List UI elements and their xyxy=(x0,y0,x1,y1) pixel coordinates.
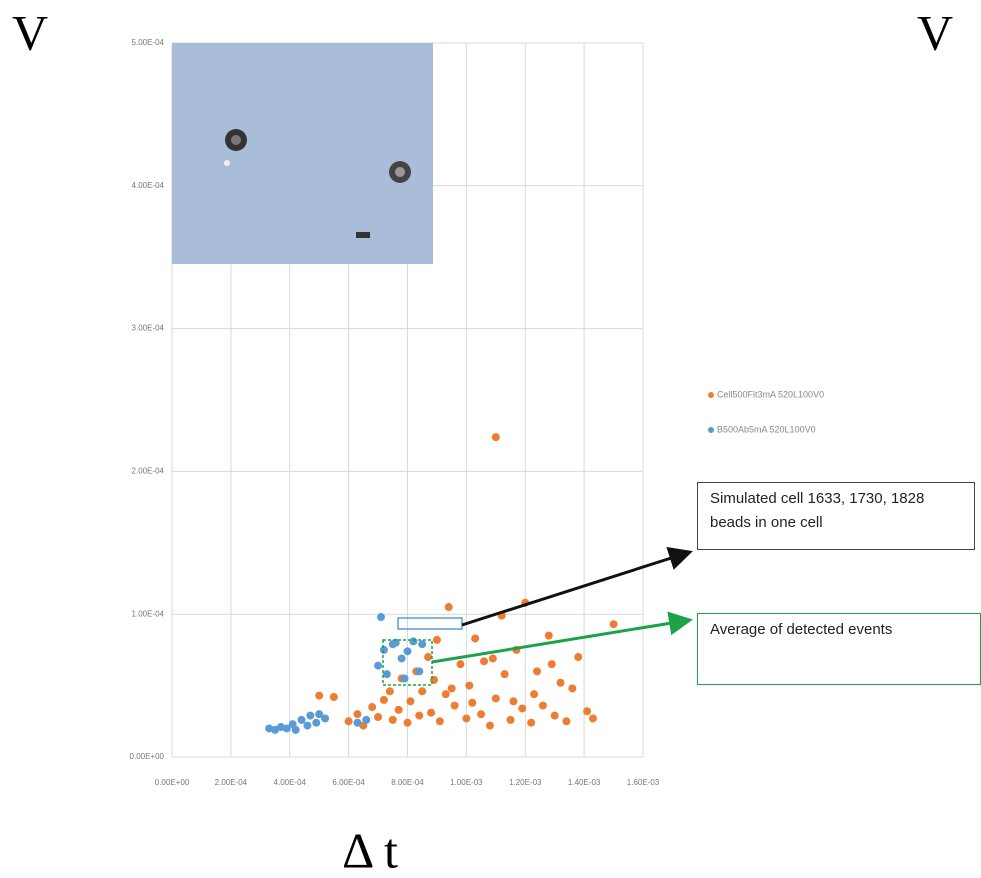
x-tick-label: 1.00E-03 xyxy=(450,778,483,787)
inset-photo xyxy=(172,43,433,264)
chart: V V Δ t 0.00E+00 1.00E-04 2.00E-04 3.00E-04… xyxy=(0,0,981,878)
point xyxy=(303,722,311,730)
axis-label: V xyxy=(12,4,48,60)
point xyxy=(415,712,423,720)
y-tick-label: 2.00E-04 xyxy=(132,467,165,476)
point xyxy=(345,717,353,725)
point xyxy=(574,653,582,661)
point xyxy=(427,709,435,717)
axis-label: V xyxy=(917,4,953,60)
point xyxy=(445,603,453,611)
point xyxy=(353,719,361,727)
point xyxy=(489,654,497,662)
point xyxy=(456,660,464,668)
point xyxy=(465,682,473,690)
point xyxy=(548,660,556,668)
point xyxy=(389,716,397,724)
point xyxy=(518,704,526,712)
point xyxy=(507,716,515,724)
x-tick-label: 4.00E-04 xyxy=(274,778,307,787)
legend-swatch xyxy=(708,392,714,398)
y-tick-label: 3.00E-04 xyxy=(132,324,165,333)
point xyxy=(589,714,597,722)
point xyxy=(386,687,394,695)
x-tick-label: 1.20E-03 xyxy=(509,778,542,787)
page: V V Δ t 0.00E+00 1.00E-04 2.00E-04 3.00E-04… xyxy=(0,0,981,878)
point xyxy=(406,697,414,705)
point xyxy=(492,433,500,441)
annotation: Simulated cell 1633, 1730, 1828 beads in… xyxy=(697,482,975,550)
point xyxy=(451,702,459,710)
point xyxy=(583,707,591,715)
point xyxy=(380,646,388,654)
point xyxy=(448,684,456,692)
point xyxy=(486,722,494,730)
x-tick-label: 6.00E-04 xyxy=(332,778,365,787)
point xyxy=(430,676,438,684)
point xyxy=(557,679,565,687)
x-tick-label: 2.00E-04 xyxy=(215,778,248,787)
x-axis-label: Δ t xyxy=(342,822,398,878)
arrow xyxy=(432,620,690,662)
legend-label: B500Ab5mA 520L100V0 xyxy=(717,424,816,434)
point xyxy=(292,726,300,734)
point xyxy=(374,662,382,670)
legend-label: Cell500Fit3mA 520L100V0 xyxy=(717,389,824,399)
x-tick-label: 1.40E-03 xyxy=(568,778,601,787)
point xyxy=(409,637,417,645)
legend-swatch xyxy=(708,427,714,433)
point xyxy=(321,714,329,722)
point xyxy=(471,634,479,642)
point xyxy=(383,670,391,678)
y-tick-label: 5.00E-04 xyxy=(132,38,165,47)
point xyxy=(395,706,403,714)
point xyxy=(462,714,470,722)
point xyxy=(418,640,426,648)
point xyxy=(551,712,559,720)
point xyxy=(568,684,576,692)
point xyxy=(509,697,517,705)
point xyxy=(368,703,376,711)
point xyxy=(374,713,382,721)
point xyxy=(377,613,385,621)
annotation: Average of detected events xyxy=(697,613,981,685)
point xyxy=(398,654,406,662)
point xyxy=(477,710,485,718)
point xyxy=(501,670,509,678)
point xyxy=(562,717,570,725)
point xyxy=(312,719,320,727)
point xyxy=(404,647,412,655)
point xyxy=(530,690,538,698)
point xyxy=(306,712,314,720)
point xyxy=(433,636,441,644)
point xyxy=(436,717,444,725)
point xyxy=(442,690,450,698)
point xyxy=(533,667,541,675)
point xyxy=(527,719,535,727)
point xyxy=(545,632,553,640)
point xyxy=(492,694,500,702)
point xyxy=(362,716,370,724)
point xyxy=(380,696,388,704)
point xyxy=(415,667,423,675)
point xyxy=(404,719,412,727)
point xyxy=(315,692,323,700)
point xyxy=(468,699,476,707)
y-tick-label: 0.00E+00 xyxy=(130,752,165,761)
point xyxy=(401,674,409,682)
point xyxy=(539,702,547,710)
point xyxy=(353,710,361,718)
x-tick-label: 1.60E-03 xyxy=(627,778,660,787)
y-tick-label: 4.00E-04 xyxy=(132,181,165,190)
point xyxy=(418,687,426,695)
y-tick-label: 1.00E-04 xyxy=(132,609,165,618)
point xyxy=(298,716,306,724)
x-tick-label: 0.00E+00 xyxy=(155,778,190,787)
point xyxy=(610,620,618,628)
point xyxy=(480,657,488,665)
x-tick-label: 8.00E-04 xyxy=(391,778,424,787)
point xyxy=(330,693,338,701)
point xyxy=(424,653,432,661)
